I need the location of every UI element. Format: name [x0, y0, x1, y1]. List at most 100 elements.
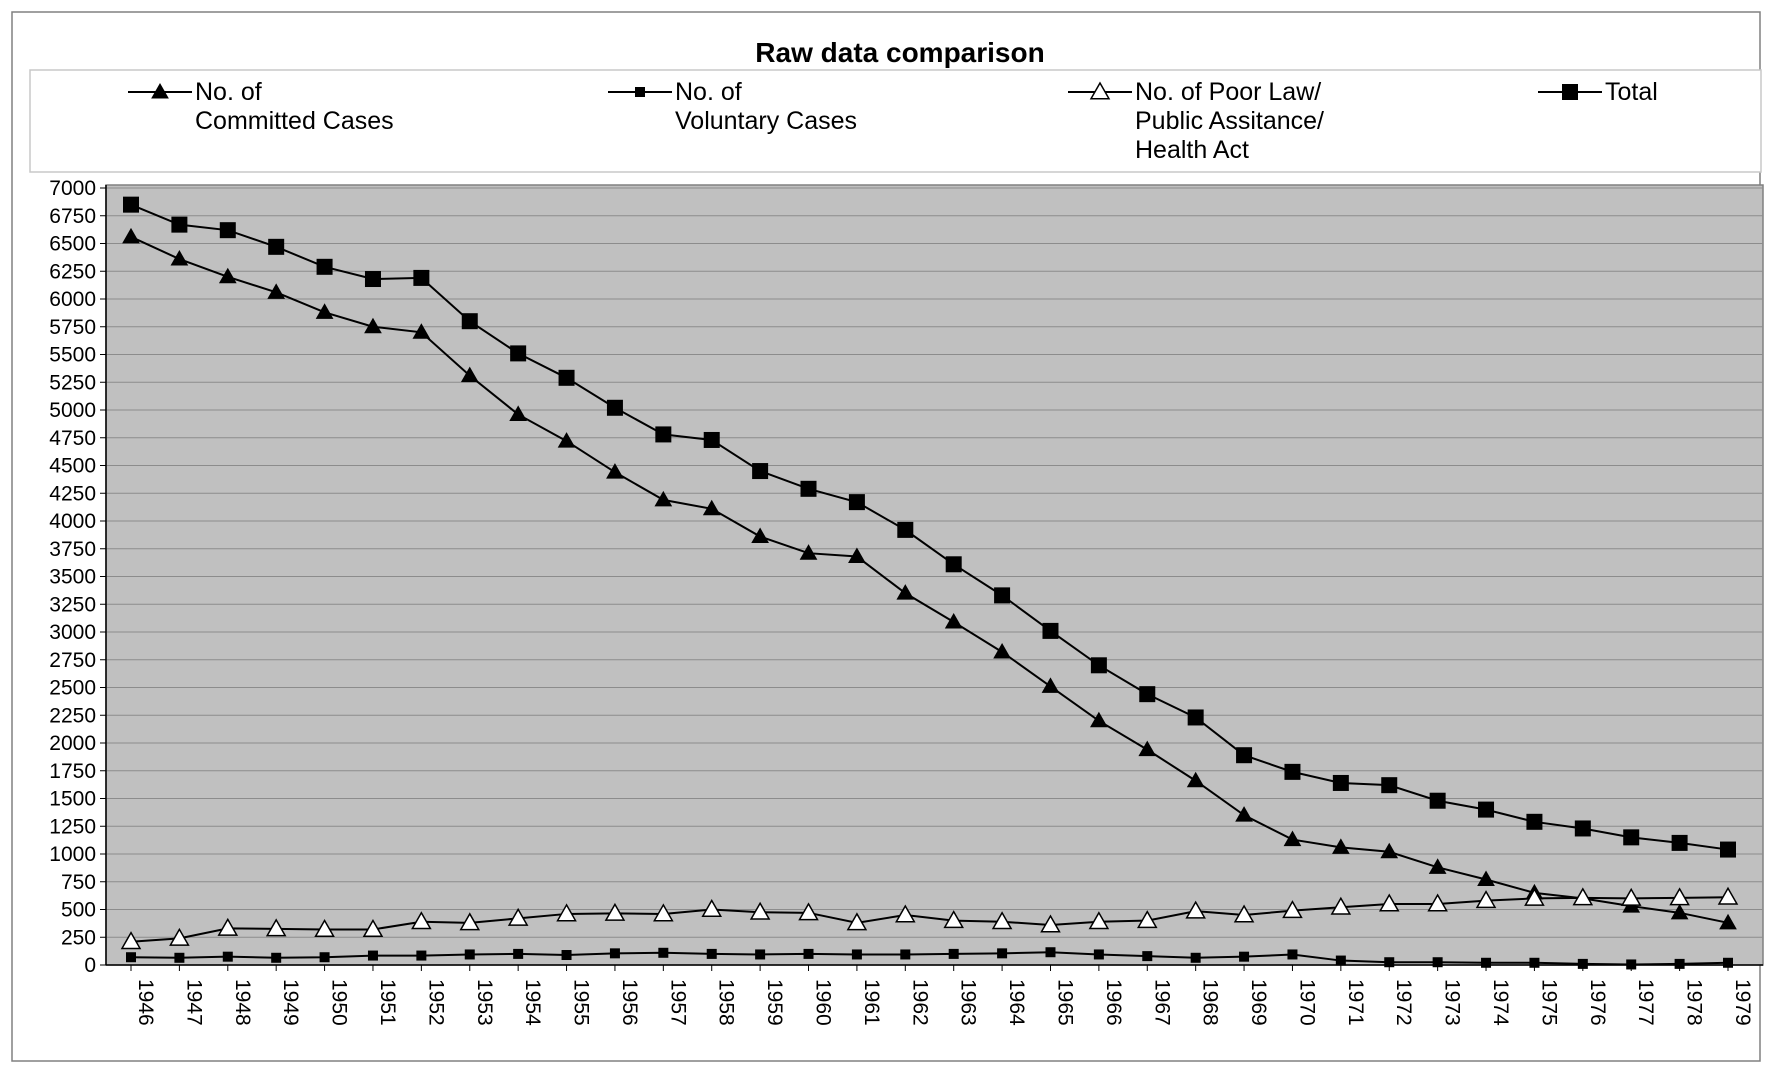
legend-label: Voluntary Cases [675, 107, 857, 135]
data-point [217, 917, 239, 936]
x-tick-label: 1969 [1247, 979, 1270, 1026]
data-point [944, 613, 963, 629]
data-point [509, 405, 528, 421]
data-point [1626, 959, 1637, 970]
x-tick-label: 1948 [231, 979, 254, 1026]
x-tick-label: 1977 [1634, 979, 1657, 1026]
data-point [1623, 829, 1640, 846]
data-point [706, 948, 717, 959]
data-point [218, 267, 237, 284]
data-point [653, 903, 674, 922]
data-point [1090, 657, 1107, 674]
data-point [1090, 711, 1108, 728]
data-point [1088, 911, 1110, 930]
y-tick-label: 2250 [49, 704, 96, 727]
y-tick-label: 2500 [49, 677, 96, 700]
series-line [130, 896, 1729, 943]
data-point [1190, 952, 1201, 963]
data-point [1384, 957, 1395, 968]
x-tick-label: 1963 [957, 979, 980, 1026]
x-tick-label: 1960 [812, 979, 835, 1026]
y-tick-label: 5000 [49, 399, 96, 422]
data-point [460, 366, 479, 383]
data-point [459, 912, 481, 931]
legend-entry: No. of Poor Law/Public Assitance/Health … [1068, 78, 1324, 164]
legend-label: No. of [675, 78, 742, 106]
data-point [219, 222, 236, 239]
x-tick-label: 1979 [1731, 979, 1754, 1026]
x-tick-label: 1956 [618, 979, 641, 1026]
data-point [1239, 951, 1250, 962]
data-point [1187, 709, 1204, 726]
data-point [1477, 870, 1495, 887]
data-point [751, 527, 769, 544]
data-point [606, 463, 624, 479]
x-tick-label: 1978 [1683, 979, 1706, 1026]
legend-label: Public Assitance/ [1135, 107, 1324, 135]
y-tick-label: 4750 [49, 427, 96, 450]
data-point [701, 898, 723, 917]
y-tick-label: 0 [84, 954, 96, 977]
data-point [1380, 842, 1399, 859]
x-tick-label: 1974 [1489, 979, 1512, 1026]
x-tick-label: 1953 [473, 979, 496, 1026]
data-point [267, 283, 286, 299]
data-point [1139, 686, 1156, 703]
data-point [1428, 858, 1447, 874]
data-point [558, 369, 575, 386]
data-point [1331, 838, 1350, 854]
y-tick-label: 4000 [49, 510, 96, 533]
data-point [319, 952, 330, 963]
data-point [170, 250, 189, 266]
data-point [222, 951, 233, 962]
data-point [604, 902, 626, 921]
x-tick-label: 1972 [1392, 979, 1415, 1026]
legend-marker [1089, 81, 1111, 100]
data-point [412, 323, 431, 339]
x-tick-label: 1957 [666, 979, 689, 1026]
data-point [1432, 957, 1443, 968]
data-point [1287, 949, 1298, 960]
data-point [464, 949, 475, 960]
data-point [271, 952, 282, 963]
x-tick-label: 1961 [860, 979, 883, 1026]
chart-title: Raw data comparison [755, 37, 1044, 68]
data-point [1671, 834, 1688, 851]
data-point [364, 317, 382, 334]
data-point [265, 918, 287, 937]
data-point [1335, 955, 1346, 966]
series-line [130, 951, 1729, 966]
y-tick-label: 6750 [49, 205, 96, 228]
data-point [1138, 740, 1157, 757]
data-point [1378, 893, 1400, 912]
data-point [1524, 887, 1545, 906]
data-point [362, 918, 384, 937]
data-point [895, 904, 916, 923]
x-tick-label: 1955 [570, 979, 593, 1026]
data-point [1186, 771, 1205, 788]
data-point [896, 584, 915, 600]
data-point [994, 587, 1011, 604]
data-point [655, 426, 672, 443]
data-point [991, 911, 1013, 930]
x-tick-label: 1959 [763, 979, 786, 1026]
data-point [1284, 763, 1301, 780]
data-point [1332, 774, 1349, 791]
y-tick-label: 5250 [49, 371, 96, 394]
data-point [1620, 887, 1642, 906]
series-line [130, 203, 1729, 851]
x-tick-label: 1970 [1295, 979, 1318, 1026]
y-tick-label: 4500 [49, 455, 96, 478]
data-point [461, 313, 478, 330]
data-point [123, 196, 139, 213]
data-point [606, 399, 623, 416]
x-tick-label: 1976 [1586, 979, 1609, 1026]
y-tick-label: 500 [61, 899, 96, 922]
data-point [702, 499, 721, 516]
data-point [703, 431, 720, 448]
data-point [507, 907, 529, 926]
data-point [1674, 958, 1685, 969]
